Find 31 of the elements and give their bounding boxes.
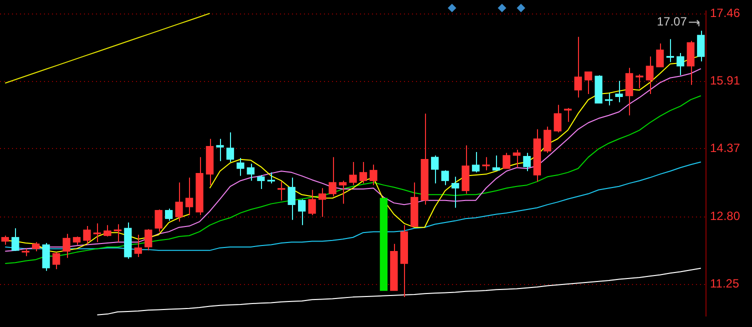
candlestick	[676, 52, 684, 76]
y-tick-label: 12.80	[710, 209, 740, 224]
candlestick	[502, 152, 510, 170]
candlestick	[656, 42, 664, 68]
candlestick	[42, 242, 50, 272]
candlestick	[62, 233, 70, 258]
candlestick	[104, 224, 112, 237]
candlestick	[594, 74, 602, 104]
y-tick-label: 14.37	[710, 140, 740, 155]
candlestick	[175, 182, 183, 222]
candlestick	[278, 181, 286, 201]
candlestick	[636, 74, 644, 89]
candlestick	[615, 80, 623, 103]
candlestick	[236, 158, 244, 176]
candlestick	[328, 156, 336, 197]
candlestick	[196, 156, 204, 216]
y-tick-label: 17.46	[710, 6, 740, 20]
candlestick	[338, 180, 347, 204]
candlestick	[512, 149, 521, 168]
candlestick	[462, 144, 470, 194]
candlestick	[523, 152, 531, 172]
candlestick	[83, 226, 91, 244]
y-tick-label: 11.25	[710, 276, 740, 291]
candlestick	[604, 92, 613, 106]
candlestick	[216, 138, 224, 162]
y-tick-label: 15.91	[710, 74, 740, 88]
candlestick	[349, 161, 357, 186]
candlestick	[390, 243, 398, 292]
candlestick	[370, 164, 378, 186]
annotation: 17.07	[656, 14, 688, 29]
candlestick	[308, 189, 316, 216]
